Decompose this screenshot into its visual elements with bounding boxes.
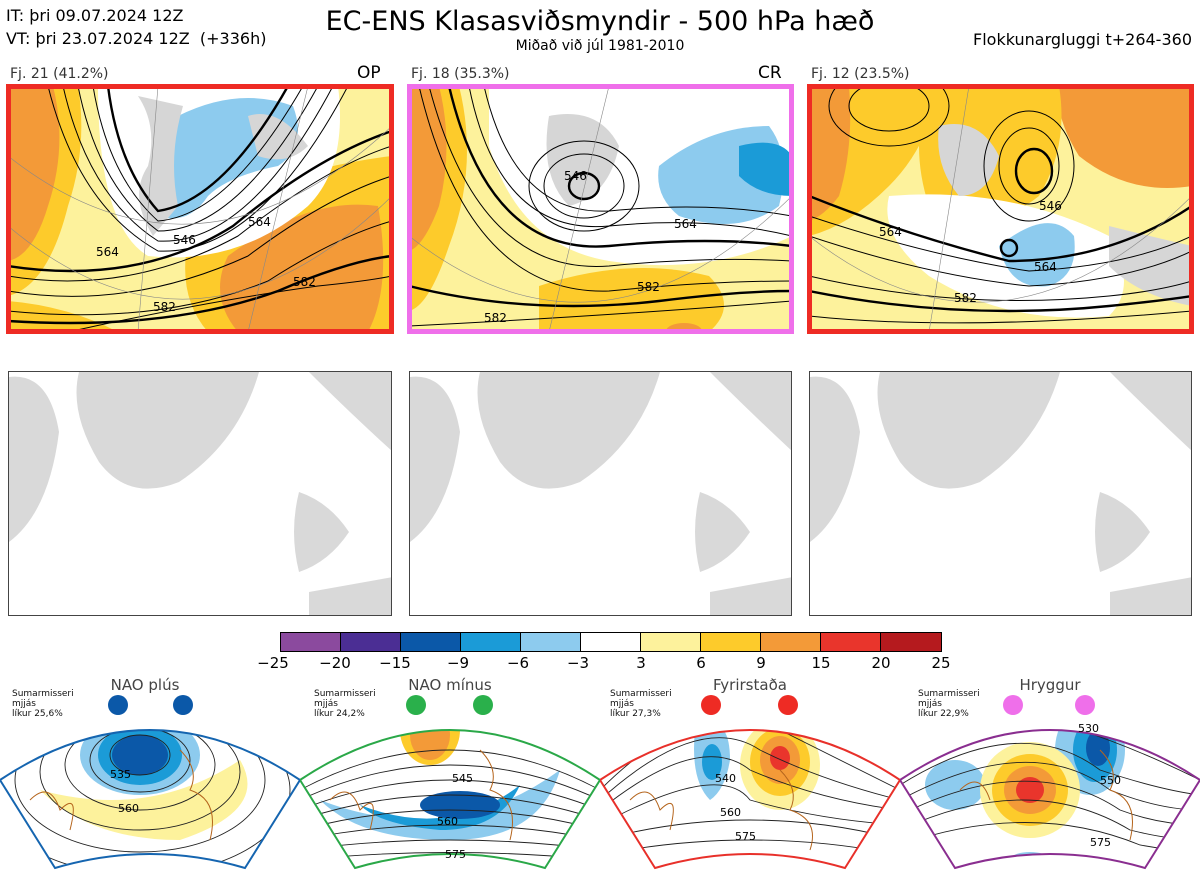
regime-4-title: Hryggur	[1019, 676, 1081, 694]
page-title: EC-ENS Klasasviðsmyndir - 500 hPa hæð	[325, 6, 875, 37]
contour-label: 575	[1090, 836, 1111, 849]
colorbar-cell	[280, 632, 341, 652]
colorbar-cell	[880, 632, 942, 652]
colorbar-cell	[580, 632, 641, 652]
regime-2-dots	[406, 695, 493, 715]
cluster-2-map: 546 564 582 582	[409, 86, 792, 332]
colorbar-tick: −15	[379, 654, 411, 672]
regime-1-note: Sumarmisseri mjjás líkur 25,6%	[12, 689, 74, 719]
cluster-1-frame	[6, 84, 394, 334]
cluster-2-frame	[407, 84, 794, 334]
colorbar-tick: −6	[506, 654, 530, 672]
contour-label: 546	[173, 233, 196, 247]
contour-label: 564	[879, 225, 902, 239]
blank-map-2	[409, 371, 792, 616]
contour-label: 560	[720, 806, 741, 819]
regime-3-dots	[701, 695, 798, 715]
colorbar-cell	[460, 632, 521, 652]
colorbar-tick: −3	[566, 654, 590, 672]
colorbar-tick: −20	[319, 654, 351, 672]
regime-2-title: NAO mínus	[408, 676, 492, 694]
contour-label: 582	[153, 300, 176, 314]
contour-label: 564	[1034, 260, 1057, 274]
colorbar-tick: −9	[446, 654, 470, 672]
contour-label: 575	[445, 848, 466, 861]
colorbar-tick: 20	[871, 654, 891, 672]
regime-3-map: 540 560 575	[600, 729, 900, 870]
cluster-1-label: Fj. 21 (41.2%)	[10, 66, 109, 82]
cluster-3-map: 546 564 564 582	[809, 86, 1192, 332]
regime-2-note: Sumarmisseri mjjás líkur 24,2%	[314, 689, 376, 719]
contour-label: 550	[1100, 774, 1121, 787]
header-left: IT: þri 09.07.2024 12Z VT: þri 23.07.202…	[6, 4, 266, 50]
contour-label: 546	[564, 169, 587, 183]
cluster-2-label: Fj. 18 (35.3%)	[411, 66, 510, 82]
contour-label: 560	[437, 815, 458, 828]
blank-map-3	[809, 371, 1192, 616]
colorbar-cell	[820, 632, 881, 652]
colorbar-tick: 15	[811, 654, 831, 672]
contour-label: 560	[118, 802, 139, 815]
contour-label: 564	[96, 245, 119, 259]
colorbar-cell	[700, 632, 761, 652]
contour-label: 564	[248, 215, 271, 229]
regime-1-map: 535 560	[0, 729, 300, 870]
colorbar-cell	[640, 632, 701, 652]
contour-label: 535	[110, 768, 131, 781]
contour-label: 530	[1078, 722, 1099, 735]
cluster-1-map: 546 564 564 582 582	[8, 86, 392, 332]
page-subtitle: Miðað við júl 1981-2010	[515, 38, 685, 54]
contour-label: 582	[293, 275, 316, 289]
regime-1-title: NAO plús	[110, 676, 180, 694]
valid-time: VT: þri 23.07.2024 12Z (+336h)	[6, 29, 267, 48]
cluster-3-label: Fj. 12 (23.5%)	[811, 66, 910, 82]
colorbar-tick: 3	[636, 654, 646, 672]
colorbar-tick: 6	[696, 654, 706, 672]
regime-3-title: Fyrirstaða	[713, 676, 787, 694]
contour-label: 546	[1039, 199, 1062, 213]
regime-4-dots	[1003, 695, 1095, 715]
colorbar-cell	[400, 632, 461, 652]
colorbar-tick: 9	[756, 654, 766, 672]
regime-2-map: 545 560 575	[300, 729, 600, 870]
contour-label: 540	[715, 772, 736, 785]
regime-3-note: Sumarmisseri mjjás líkur 27,3%	[610, 689, 672, 719]
contour-label: 564	[674, 217, 697, 231]
regime-4-note: Sumarmisseri mjjás líkur 22,9%	[918, 689, 980, 719]
colorbar-tick: 25	[931, 654, 951, 672]
regime-4-map: 530 550 575	[900, 722, 1200, 870]
classification-window: Flokkunargluggi t+264-360	[973, 30, 1192, 49]
colorbar-cell	[520, 632, 581, 652]
contour-label: 582	[484, 311, 507, 325]
contour-label: 582	[637, 280, 660, 294]
contour-label: 545	[452, 772, 473, 785]
colorbar-cell	[760, 632, 821, 652]
cluster-2-code: CR	[758, 63, 782, 83]
init-time: IT: þri 09.07.2024 12Z	[6, 6, 184, 25]
colorbar-cell	[340, 632, 401, 652]
regime-1-dots	[108, 695, 193, 715]
contour-label: 582	[954, 291, 977, 305]
colorbar-tick: −25	[257, 654, 289, 672]
contour-label: 575	[735, 830, 756, 843]
blank-map-1	[8, 371, 392, 616]
cluster-3-frame	[807, 84, 1194, 334]
cluster-1-code: OP	[357, 63, 381, 83]
